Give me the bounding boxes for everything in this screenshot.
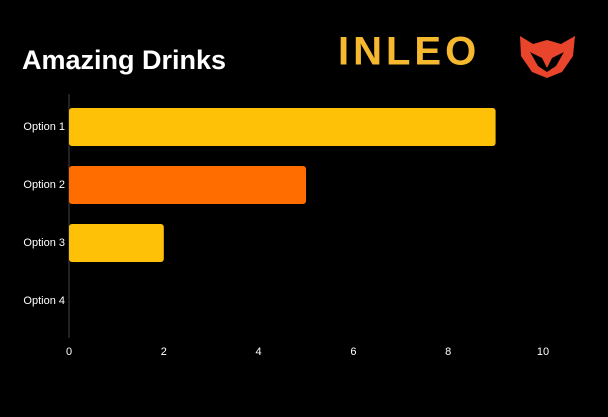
- y-tick-label: Option 4: [23, 295, 65, 307]
- logo-text: INLEO: [338, 30, 480, 74]
- x-tick-label: 10: [537, 346, 549, 358]
- x-tick-label: 4: [256, 346, 262, 358]
- chart-title: Amazing Drinks: [22, 45, 226, 75]
- x-tick-label: 6: [350, 346, 356, 358]
- lion-head: [520, 36, 575, 78]
- x-tick-label: 8: [445, 346, 451, 358]
- y-tick-label: Option 2: [23, 179, 65, 191]
- logo-icon: [520, 36, 575, 78]
- y-tick-label: Option 3: [23, 237, 65, 249]
- bar: [69, 224, 164, 262]
- y-tick-label: Option 1: [23, 121, 65, 133]
- bar: [69, 166, 306, 204]
- x-tick-label: 0: [66, 346, 72, 358]
- lion-face: [530, 52, 564, 72]
- bar: [69, 108, 496, 146]
- x-tick-label: 2: [161, 346, 167, 358]
